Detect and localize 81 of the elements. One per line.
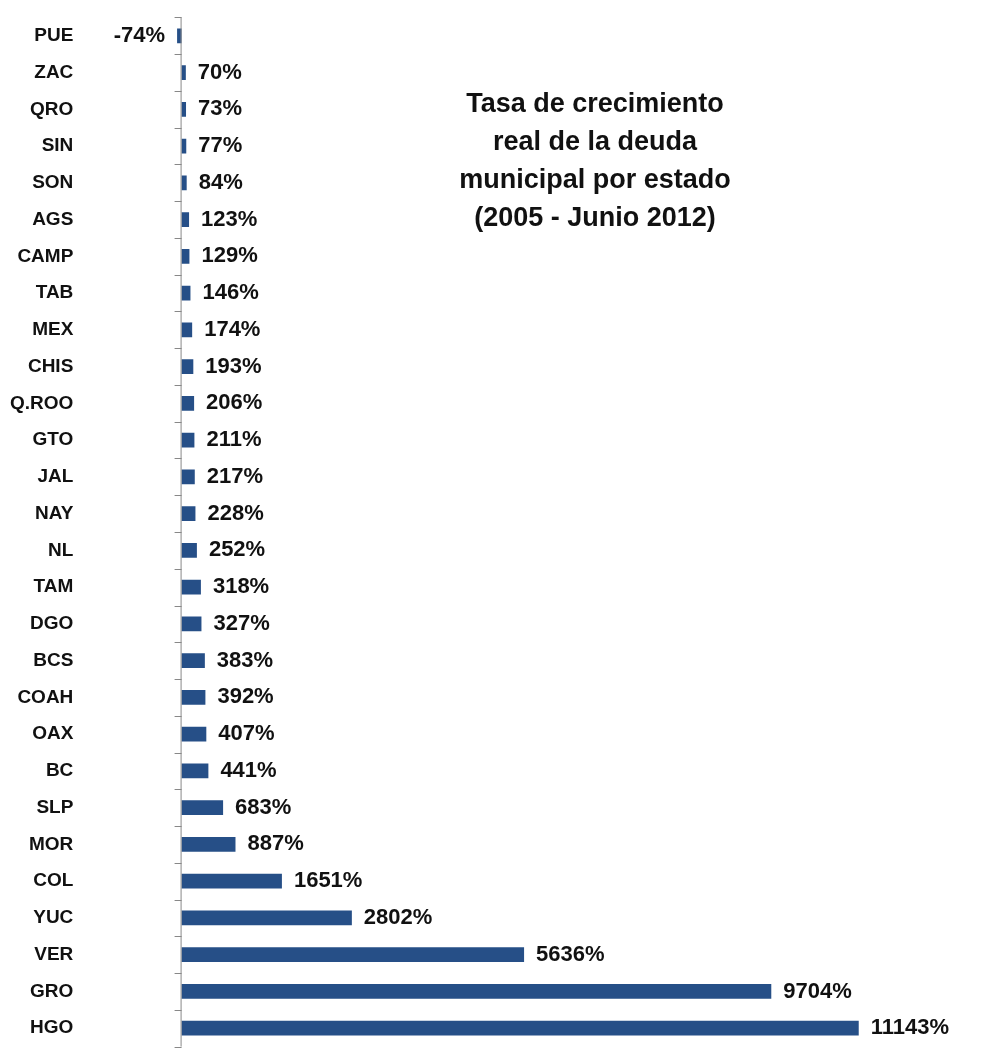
bar xyxy=(181,873,282,889)
bar xyxy=(181,212,190,227)
y-tick-label: AGS xyxy=(32,207,74,229)
y-tick-label: GRO xyxy=(30,979,74,1001)
y-tick-label: BCS xyxy=(33,648,74,670)
data-label: 70% xyxy=(197,58,242,84)
y-tick-label: NL xyxy=(48,538,74,560)
y-tick-label: NAY xyxy=(34,501,74,523)
data-label: 129% xyxy=(201,242,258,268)
y-tick-label: GTO xyxy=(32,428,74,450)
bar xyxy=(181,763,209,779)
bar xyxy=(181,800,224,816)
data-label: 11143% xyxy=(870,1014,950,1040)
data-label: 1651% xyxy=(293,867,363,893)
y-tick-label: MOR xyxy=(29,832,74,854)
data-label: 252% xyxy=(208,536,266,562)
y-tick-label: PUE xyxy=(34,24,74,46)
y-tick-label: SLP xyxy=(36,795,74,817)
bar xyxy=(181,947,525,963)
bar xyxy=(181,690,206,705)
y-tick-label: QRO xyxy=(30,97,74,119)
y-tick-label: ZAC xyxy=(34,60,74,82)
bar xyxy=(181,469,195,485)
data-label: 228% xyxy=(207,499,264,525)
data-label: 77% xyxy=(198,132,243,158)
y-tick-label: CHIS xyxy=(27,354,74,376)
y-tick-label: TAB xyxy=(35,281,74,303)
bar xyxy=(181,653,205,668)
data-label: 392% xyxy=(217,683,274,709)
text: Tasa de crecimiento real de la deuda municipal por estado (2005 - Junio 2012) xyxy=(458,87,732,234)
y-tick-label: SIN xyxy=(41,134,74,156)
bar xyxy=(181,726,207,742)
bar xyxy=(181,616,202,632)
bar xyxy=(181,543,197,558)
y-tick-label: VER xyxy=(34,942,74,964)
bar xyxy=(181,984,772,999)
data-label: 84% xyxy=(198,168,243,194)
bar xyxy=(181,322,193,338)
bar xyxy=(181,1020,859,1036)
data-label: 174% xyxy=(204,315,261,341)
data-label: 9704% xyxy=(783,977,852,1003)
y-tick-label: CAMP xyxy=(17,244,74,266)
data-label: 5636% xyxy=(536,940,605,966)
y-tick-label: JAL xyxy=(37,465,74,487)
bar xyxy=(181,910,352,926)
data-label: 2802% xyxy=(363,904,433,930)
bar xyxy=(181,506,196,521)
data-label: 318% xyxy=(212,573,270,599)
y-tick-label: COAH xyxy=(17,685,74,707)
bar xyxy=(181,396,195,411)
data-label: 441% xyxy=(220,756,277,782)
data-label: -74% xyxy=(113,21,166,47)
y-tick-label: COL xyxy=(33,869,74,891)
data-label: 683% xyxy=(235,793,292,819)
bar xyxy=(181,579,201,595)
bar xyxy=(181,359,194,374)
y-tick-label: BC xyxy=(45,759,74,781)
bar xyxy=(181,248,190,264)
data-label: 383% xyxy=(216,646,274,672)
y-tick-label: HGO xyxy=(30,1016,74,1038)
data-label: 407% xyxy=(218,720,275,746)
data-label: 327% xyxy=(213,609,270,635)
y-tick-label: OAX xyxy=(32,722,74,744)
data-label: 193% xyxy=(205,352,262,378)
data-label: 123% xyxy=(201,205,258,231)
y-tick-label: MEX xyxy=(32,318,74,340)
data-label: 206% xyxy=(206,389,263,415)
bar xyxy=(181,175,187,191)
data-label: 211% xyxy=(206,426,262,452)
y-tick-label: DGO xyxy=(30,612,74,634)
data-label: 73% xyxy=(198,95,243,121)
bar xyxy=(181,837,236,852)
y-tick-label: YUC xyxy=(33,906,74,928)
y-tick-label: Q.ROO xyxy=(9,391,74,413)
data-label: 887% xyxy=(247,830,304,856)
y-tick-label: TAM xyxy=(33,575,74,597)
data-label: 217% xyxy=(206,462,264,488)
data-label: 146% xyxy=(202,279,259,305)
bar xyxy=(181,101,187,117)
bar xyxy=(181,65,186,80)
y-tick-label: SON xyxy=(32,171,74,193)
